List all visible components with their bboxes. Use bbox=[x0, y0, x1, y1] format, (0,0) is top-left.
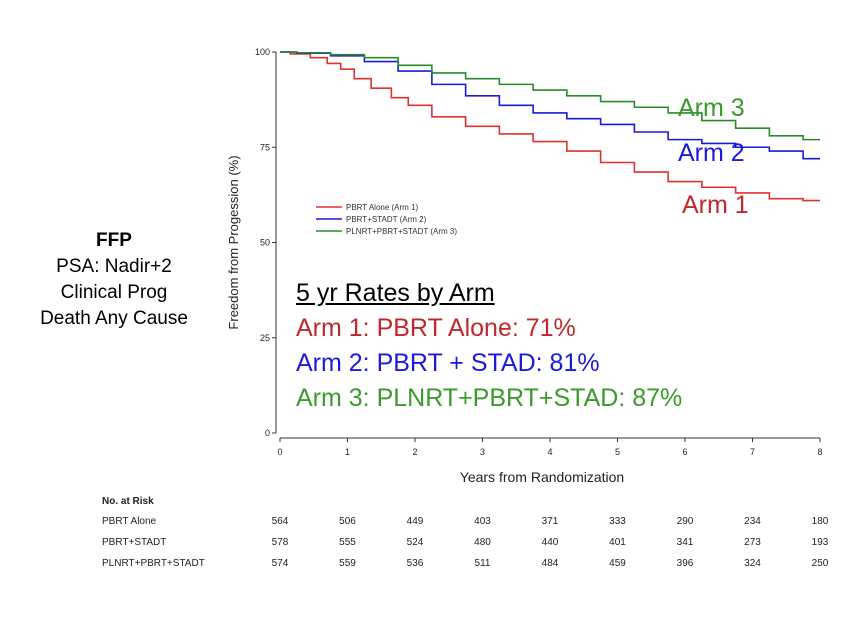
risk-cell: 449 bbox=[406, 516, 424, 527]
risk-cell: 440 bbox=[541, 537, 559, 548]
risk-cell: 511 bbox=[474, 558, 491, 569]
legend-label-1: PBRT Alone (Arm 1) bbox=[346, 203, 419, 212]
risk-cell: 333 bbox=[609, 516, 626, 527]
y-tick-label: 25 bbox=[260, 333, 270, 343]
risk-cell: 536 bbox=[406, 558, 424, 569]
y-tick-label: 75 bbox=[260, 142, 270, 152]
risk-cell: 506 bbox=[339, 516, 356, 527]
risk-cell: 401 bbox=[609, 537, 626, 548]
rate-arm3: Arm 3: PLNRT+PBRT+STAD: 87% bbox=[296, 384, 683, 412]
legend-label-3: PLNRT+PBRT+STADT (Arm 3) bbox=[346, 227, 457, 236]
risk-row-label: PBRT+STADT bbox=[102, 537, 167, 548]
rates-header: 5 yr Rates by Arm bbox=[296, 279, 495, 307]
endpoint-line-1: PSA: Nadir+2 bbox=[56, 256, 172, 277]
arm1-curve-label: Arm 1 bbox=[682, 191, 749, 219]
arm2-curve-label: Arm 2 bbox=[678, 139, 745, 167]
risk-cell: 564 bbox=[271, 516, 289, 527]
endpoint-line-2: Clinical Prog bbox=[60, 282, 168, 303]
x-tick-label: 0 bbox=[277, 447, 282, 457]
y-tick-label: 50 bbox=[260, 238, 270, 248]
risk-cell: 273 bbox=[744, 537, 761, 548]
y-tick-label: 100 bbox=[255, 47, 270, 57]
y-axis-title: Freedom from Progession (%) bbox=[226, 155, 241, 329]
risk-table-title: No. at Risk bbox=[102, 496, 154, 507]
risk-cell: 250 bbox=[811, 558, 829, 569]
x-tick-label: 4 bbox=[547, 447, 552, 457]
x-tick-label: 3 bbox=[480, 447, 485, 457]
risk-cell: 480 bbox=[474, 537, 491, 548]
risk-cell: 484 bbox=[541, 558, 559, 569]
risk-cell: 324 bbox=[744, 558, 761, 569]
endpoint-label: FFP PSA: Nadir+2 Clinical Prog Death Any… bbox=[14, 228, 214, 332]
risk-cell: 555 bbox=[339, 537, 356, 548]
risk-cell: 578 bbox=[271, 537, 289, 548]
risk-cell: 234 bbox=[744, 516, 761, 527]
y-tick-label: 0 bbox=[265, 428, 270, 438]
series-line-3 bbox=[280, 51, 820, 141]
x-tick-label: 1 bbox=[345, 447, 350, 457]
rate-arm1: Arm 1: PBRT Alone: 71% bbox=[296, 314, 576, 342]
risk-cell: 371 bbox=[541, 516, 559, 527]
risk-cell: 559 bbox=[339, 558, 356, 569]
risk-cell: 459 bbox=[609, 558, 626, 569]
x-tick-label: 6 bbox=[682, 447, 687, 457]
x-tick-label: 8 bbox=[817, 447, 822, 457]
five-year-rates: 5 yr Rates by Arm Arm 1: PBRT Alone: 71%… bbox=[296, 276, 682, 416]
risk-row-label: PBRT Alone bbox=[102, 516, 157, 527]
x-axis-title: Years from Randomization bbox=[460, 469, 624, 485]
x-tick-label: 2 bbox=[412, 447, 417, 457]
rate-arm2: Arm 2: PBRT + STAD: 81% bbox=[296, 349, 600, 377]
endpoint-heading: FFP bbox=[96, 230, 132, 251]
risk-cell: 193 bbox=[811, 537, 829, 548]
endpoint-line-3: Death Any Cause bbox=[40, 308, 188, 329]
risk-row-label: PLNRT+PBRT+STADT bbox=[102, 558, 205, 569]
x-tick-label: 7 bbox=[750, 447, 755, 457]
series-line-1 bbox=[280, 51, 820, 202]
risk-cell: 403 bbox=[474, 516, 491, 527]
risk-cell: 396 bbox=[676, 558, 694, 569]
x-tick-label: 5 bbox=[615, 447, 620, 457]
arm3-curve-label: Arm 3 bbox=[678, 94, 745, 122]
risk-cell: 290 bbox=[676, 516, 694, 527]
legend-label-2: PBRT+STADT (Arm 2) bbox=[346, 215, 427, 224]
risk-cell: 524 bbox=[406, 537, 424, 548]
series-line-2 bbox=[280, 51, 820, 160]
risk-cell: 180 bbox=[811, 516, 829, 527]
risk-cell: 341 bbox=[676, 537, 694, 548]
risk-cell: 574 bbox=[271, 558, 289, 569]
